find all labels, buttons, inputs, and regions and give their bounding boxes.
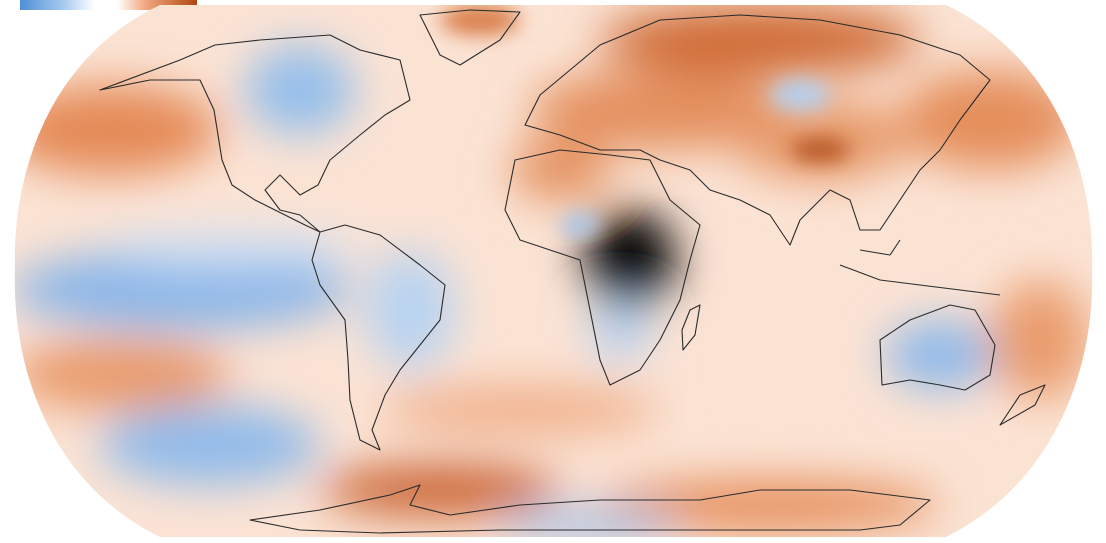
madagascar bbox=[681, 304, 701, 351]
cool-area bbox=[14, 250, 350, 330]
south-america bbox=[311, 224, 446, 451]
cool-area bbox=[590, 300, 650, 360]
cool-area bbox=[365, 250, 455, 370]
cool-area bbox=[770, 80, 830, 110]
coastlines bbox=[99, 9, 1046, 534]
cool-area bbox=[100, 405, 320, 485]
warm-area bbox=[530, 70, 790, 150]
cool-area bbox=[560, 213, 600, 237]
warm-area bbox=[585, 210, 675, 310]
warm-area bbox=[990, 280, 1090, 400]
africa bbox=[504, 149, 701, 386]
europe-asia bbox=[524, 14, 991, 246]
anomaly-blobs bbox=[14, 5, 1090, 537]
warm-area bbox=[14, 340, 230, 410]
cool-area bbox=[100, 232, 360, 268]
warm-area bbox=[900, 70, 1080, 170]
australia bbox=[879, 304, 996, 391]
north-america bbox=[99, 34, 411, 233]
color-scale bbox=[20, 0, 197, 10]
warm-area bbox=[14, 85, 220, 175]
greenland bbox=[419, 9, 521, 66]
cool-area bbox=[245, 45, 355, 135]
new-zealand bbox=[999, 384, 1046, 426]
warm-area bbox=[440, 5, 520, 35]
warm-area bbox=[510, 140, 610, 200]
warm-area bbox=[600, 480, 940, 530]
cool-area bbox=[885, 320, 995, 390]
cool-area bbox=[500, 510, 680, 537]
antarctica bbox=[249, 484, 931, 534]
warm-area bbox=[600, 5, 920, 75]
anomaly-detail bbox=[440, 5, 850, 237]
indonesia bbox=[839, 239, 1001, 296]
warm-area bbox=[380, 385, 660, 435]
warm-area bbox=[320, 465, 560, 515]
warm-area bbox=[790, 138, 850, 162]
